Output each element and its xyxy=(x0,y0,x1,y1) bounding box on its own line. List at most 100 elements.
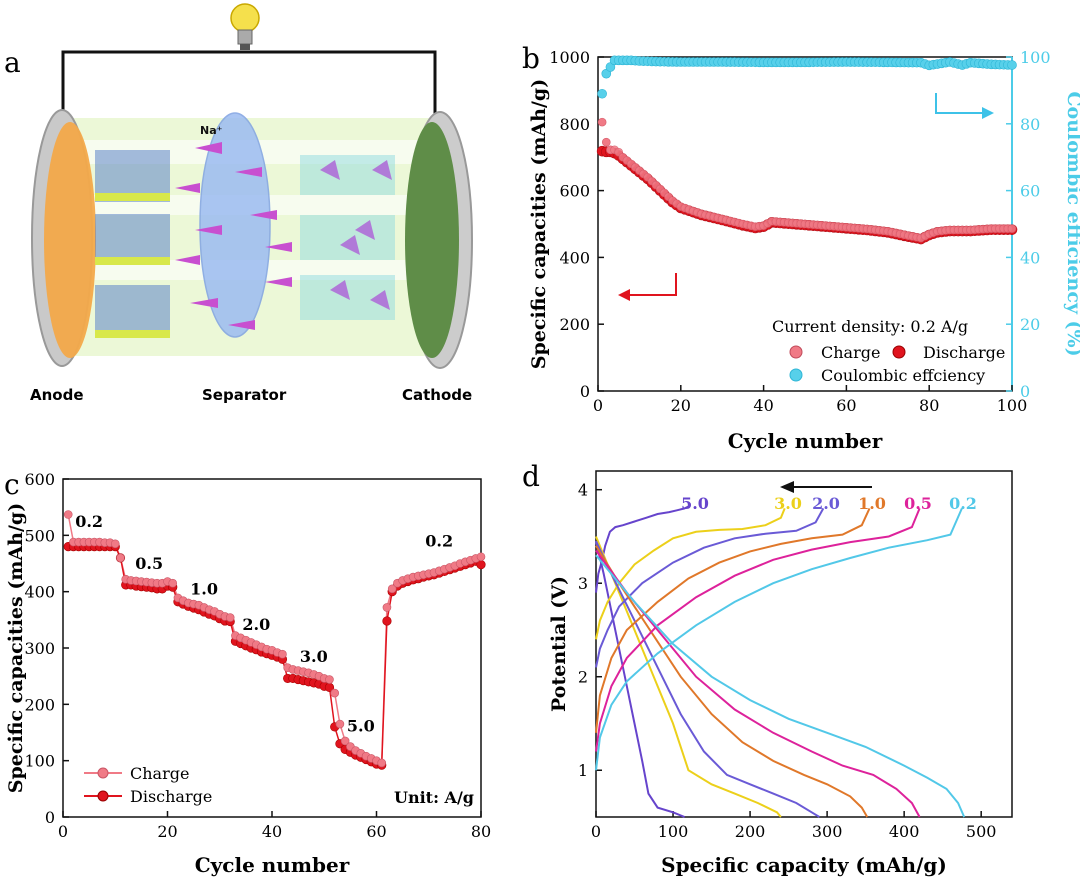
x-tick-label: 60 xyxy=(836,396,856,415)
x-tick-label: 100 xyxy=(658,822,689,841)
y2-axis-title: Coulombic efficiency (%) xyxy=(1063,91,1080,356)
charge-point xyxy=(335,719,345,729)
charge-point xyxy=(325,675,334,684)
charge-point xyxy=(168,578,178,588)
legend-ce-marker xyxy=(789,368,803,382)
discharge-curve-3.0 xyxy=(595,536,782,818)
discharge-curve-5.0 xyxy=(595,540,685,818)
rate-label-2.0: 2.0 xyxy=(812,494,840,513)
y-tick-label: 0 xyxy=(45,808,55,827)
panel-a-label: a xyxy=(4,46,21,79)
x-tick-label: 60 xyxy=(366,822,386,841)
y-tick-label: 200 xyxy=(24,695,55,714)
panel-d-chart: d 0 100 200 300 400 500 1 2 3 4 Specific capacity … xyxy=(522,460,1013,877)
x-tick-label: 200 xyxy=(735,822,766,841)
panel-b-label: b xyxy=(522,42,540,75)
charge-point xyxy=(382,603,392,612)
charge-curve-0.2 xyxy=(595,507,963,771)
x-tick-label: 80 xyxy=(919,396,939,415)
plot-frame xyxy=(595,470,1013,818)
y-tick-label: 2 xyxy=(578,668,588,687)
x-tick-label: 40 xyxy=(753,396,773,415)
rate-label: 3.0 xyxy=(300,647,328,666)
panel-c-label: c xyxy=(4,468,20,501)
anode-label: Anode xyxy=(30,386,84,404)
legend-charge-marker xyxy=(789,345,803,359)
x-tick-label: 0 xyxy=(591,822,601,841)
cathode-label: Cathode xyxy=(402,386,472,404)
rate-label-0.5: 0.5 xyxy=(904,494,932,513)
rate-label: 5.0 xyxy=(347,716,375,735)
unit-annotation: Unit: A/g xyxy=(394,788,474,807)
charge-point xyxy=(476,552,486,562)
legend-ce-label: Coulombic effciency xyxy=(821,366,985,385)
rate-label: 0.2 xyxy=(425,532,453,551)
charge-point xyxy=(597,117,607,127)
y-tick-label: 3 xyxy=(578,574,588,593)
panel-c-chart: c 0 20 40 60 80 0 100 200 300 400 500 600 Cycle numb… xyxy=(4,468,491,877)
charge-point xyxy=(63,510,73,519)
x-tick-label: 300 xyxy=(812,822,843,841)
anode-layers xyxy=(95,150,170,338)
charge-curve-3.0 xyxy=(595,508,786,640)
discharge-curve-2.0 xyxy=(595,540,820,818)
y2-tick-label: 40 xyxy=(1020,248,1040,267)
x-tick-label: 0 xyxy=(58,822,68,841)
x-axis-title: Cycle number xyxy=(195,853,350,877)
legend-discharge-label: Discharge xyxy=(130,787,212,806)
charge-point xyxy=(387,584,397,594)
ce-point xyxy=(597,88,607,99)
charge-curve-5.0 xyxy=(595,505,689,593)
rate-label-0.2: 0.2 xyxy=(949,494,977,513)
charge-curve-2.0 xyxy=(595,507,825,668)
x-tick-label: 400 xyxy=(889,822,920,841)
legend-discharge-marker xyxy=(97,790,109,802)
anode-disc xyxy=(44,122,96,358)
left-axis-arrowhead xyxy=(618,289,630,301)
charge-point xyxy=(330,688,340,698)
y-tick-label: 400 xyxy=(559,248,590,267)
rate-label: 0.2 xyxy=(75,512,103,531)
x-tick-label: 500 xyxy=(966,822,997,841)
y-tick-label: 300 xyxy=(24,639,55,658)
charge-point xyxy=(278,649,287,659)
x-tick-label: 80 xyxy=(471,822,491,841)
na-ion-label: Na⁺ xyxy=(200,124,223,137)
panel-a-schematic: a xyxy=(4,3,473,404)
left-axis-arrow xyxy=(628,273,677,296)
y-tick-label: 600 xyxy=(24,470,55,489)
discharge-curve-1.0 xyxy=(595,545,869,818)
panel-b-chart: b 0 20 40 60 80 10002004006008001000020406080… xyxy=(522,42,1080,453)
y-tick-label: 4 xyxy=(578,481,588,500)
x-tick-label: 100 xyxy=(997,396,1028,415)
legend-discharge-marker xyxy=(892,345,906,359)
rate-label-1.0: 1.0 xyxy=(858,494,886,513)
rate-label: 0.5 xyxy=(135,554,163,573)
y-tick-label: 1000 xyxy=(549,48,590,67)
discharge-curve-0.5 xyxy=(595,549,921,818)
y-tick-label: 100 xyxy=(24,752,55,771)
panel-d-label: d xyxy=(522,460,540,493)
ce-point xyxy=(1007,60,1017,70)
charge-point xyxy=(116,553,125,563)
rate-direction-arrowhead xyxy=(780,481,794,493)
charge-point xyxy=(225,613,235,622)
x-tick-label: 0 xyxy=(593,396,603,415)
y-axis-title: Specific capacities (mAh/g) xyxy=(528,79,550,369)
light-bulb-icon xyxy=(230,3,260,50)
x-tick-label: 20 xyxy=(671,396,691,415)
cathode-structures xyxy=(300,155,395,320)
y2-tick-label: 60 xyxy=(1020,182,1040,201)
legend-charge-label: Charge xyxy=(130,764,189,783)
rate-label: 1.0 xyxy=(190,579,218,598)
x-tick-label: 20 xyxy=(157,822,177,841)
right-axis-arrow xyxy=(935,93,984,114)
y2-tick-label: 20 xyxy=(1020,315,1040,334)
x-axis-title: Cycle number xyxy=(728,429,883,453)
discharge-point xyxy=(382,616,392,626)
right-axis-arrowhead xyxy=(982,107,994,119)
y2-tick-label: 100 xyxy=(1020,48,1051,67)
charge-point xyxy=(340,736,350,746)
y-axis-title: Specific capacities (mAh/g) xyxy=(5,503,27,793)
rate-label-3.0: 3.0 xyxy=(774,494,802,513)
